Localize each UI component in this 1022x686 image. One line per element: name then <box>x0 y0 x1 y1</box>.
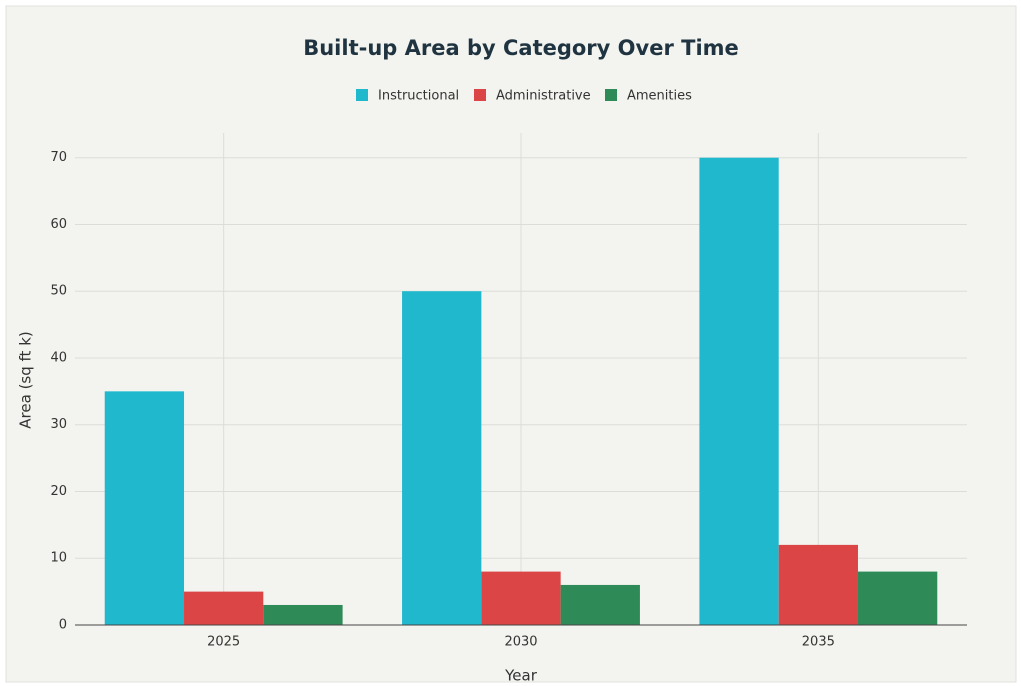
bar <box>560 584 640 625</box>
bar <box>699 157 779 625</box>
y-tick-label: 10 <box>50 551 67 566</box>
y-tick-label: 50 <box>50 284 67 299</box>
y-tick-label: 70 <box>50 150 67 165</box>
y-tick-label: 0 <box>59 618 67 633</box>
bar <box>857 571 938 625</box>
legend-swatch <box>474 89 486 101</box>
x-tick-label: 2025 <box>207 635 240 650</box>
bar <box>481 571 561 625</box>
x-tick-label: 2035 <box>802 635 835 650</box>
legend-label: Amenities <box>627 89 692 104</box>
bar <box>402 291 482 625</box>
x-tick-label: 2030 <box>504 635 537 650</box>
bar <box>104 391 185 625</box>
bar <box>778 544 858 625</box>
x-axis-label: Year <box>504 667 538 685</box>
y-axis-label: Area (sq ft k) <box>17 331 35 428</box>
bar <box>263 604 343 625</box>
bar <box>184 591 264 625</box>
legend-swatch <box>605 89 617 101</box>
y-tick-label: 60 <box>50 217 67 232</box>
y-tick-label: 40 <box>50 350 67 365</box>
legend-label: Instructional <box>378 89 459 104</box>
y-tick-label: 20 <box>50 484 67 499</box>
chart-title: Built-up Area by Category Over Time <box>303 36 739 60</box>
legend-label: Administrative <box>496 89 591 104</box>
legend-swatch <box>356 89 368 101</box>
y-tick-label: 30 <box>50 417 67 432</box>
